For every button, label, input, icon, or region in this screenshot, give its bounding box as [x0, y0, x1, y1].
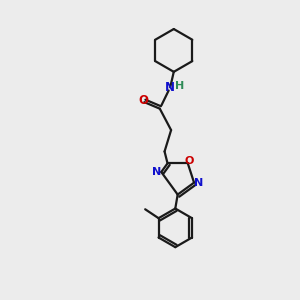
Text: N: N [152, 167, 161, 177]
Text: H: H [175, 81, 184, 91]
Text: N: N [194, 178, 203, 188]
Text: N: N [165, 81, 175, 94]
Text: O: O [185, 156, 194, 166]
Text: O: O [138, 94, 148, 107]
